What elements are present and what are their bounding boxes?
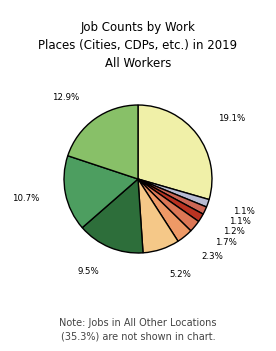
Text: 19.1%: 19.1% (218, 114, 245, 123)
Wedge shape (138, 179, 199, 231)
Text: 1.1%: 1.1% (229, 217, 250, 226)
Wedge shape (138, 179, 203, 221)
Wedge shape (138, 179, 178, 253)
Wedge shape (68, 105, 138, 179)
Text: 1.7%: 1.7% (215, 238, 237, 247)
Text: 5.2%: 5.2% (169, 270, 191, 279)
Text: 9.5%: 9.5% (78, 267, 100, 276)
Wedge shape (138, 179, 206, 214)
Text: Note: Jobs in All Other Locations
(35.3%) are not shown in chart.: Note: Jobs in All Other Locations (35.3%… (59, 318, 217, 342)
Text: 1.2%: 1.2% (223, 227, 245, 236)
Text: 10.7%: 10.7% (12, 194, 40, 203)
Wedge shape (82, 179, 143, 253)
Wedge shape (64, 156, 138, 228)
Wedge shape (138, 179, 191, 241)
Text: 12.9%: 12.9% (52, 93, 79, 102)
Text: 2.3%: 2.3% (201, 252, 223, 261)
Text: 1.1%: 1.1% (233, 207, 254, 216)
Wedge shape (138, 105, 212, 199)
Text: Job Counts by Work
Places (Cities, CDPs, etc.) in 2019
All Workers: Job Counts by Work Places (Cities, CDPs,… (38, 21, 238, 70)
Wedge shape (138, 179, 209, 207)
